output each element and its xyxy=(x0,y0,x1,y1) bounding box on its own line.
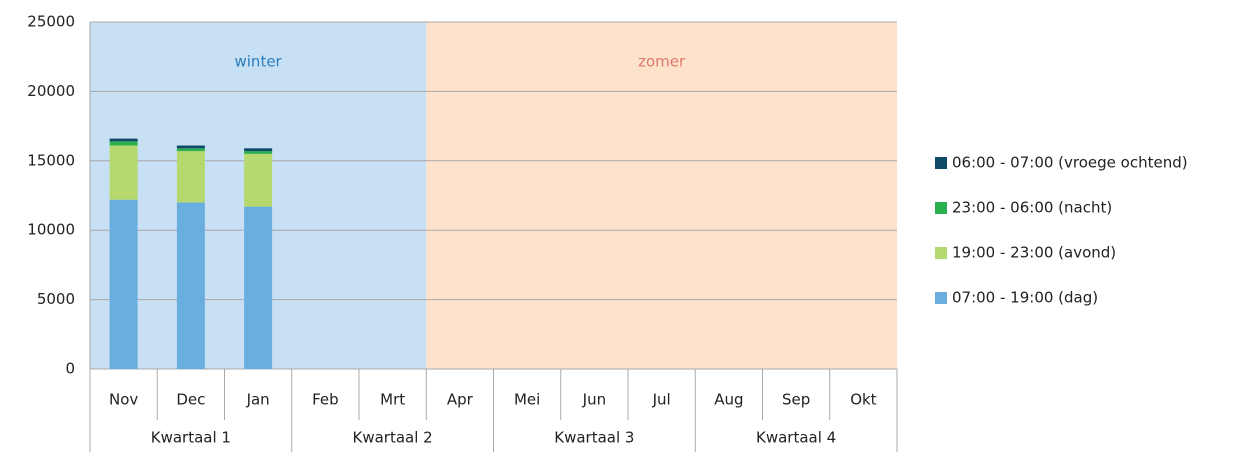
y-tick-label: 10000 xyxy=(27,221,75,239)
legend-label: 06:00 - 07:00 (vroege ochtend) xyxy=(952,154,1188,172)
group-label: Kwartaal 2 xyxy=(353,429,433,447)
bar-segment xyxy=(109,141,138,146)
legend-swatch xyxy=(935,202,947,214)
bar-segment xyxy=(176,202,205,369)
x-tick-label: Okt xyxy=(850,391,876,409)
y-tick-label: 20000 xyxy=(27,82,75,100)
bar-segment xyxy=(109,138,138,142)
legend-label: 23:00 - 06:00 (nacht) xyxy=(952,199,1112,217)
x-tick-label: Nov xyxy=(109,391,138,409)
bar-segment xyxy=(176,151,205,203)
x-tick-label: Jan xyxy=(246,391,270,409)
season-band xyxy=(426,22,897,369)
x-tick-label: Mrt xyxy=(380,391,405,409)
y-tick-label: 15000 xyxy=(27,151,75,169)
legend-swatch xyxy=(935,247,947,259)
x-tick-label: Mei xyxy=(514,391,540,409)
group-label: Kwartaal 3 xyxy=(554,429,634,447)
bar-segment xyxy=(109,199,138,369)
x-tick-label: Dec xyxy=(176,391,205,409)
legend-label: 07:00 - 19:00 (dag) xyxy=(952,289,1098,307)
x-tick-label: Apr xyxy=(447,391,474,409)
x-tick-label: Sep xyxy=(782,391,810,409)
y-tick-label: 25000 xyxy=(27,13,75,31)
group-label: Kwartaal 1 xyxy=(151,429,231,447)
legend-label: 19:00 - 23:00 (avond) xyxy=(952,244,1116,262)
group-label: Kwartaal 4 xyxy=(756,429,836,447)
x-tick-label: Aug xyxy=(714,391,743,409)
bar-segment xyxy=(244,148,273,152)
season-label: winter xyxy=(235,53,283,71)
legend-swatch xyxy=(935,157,947,169)
y-tick-label: 0 xyxy=(65,360,75,378)
season-label: zomer xyxy=(638,53,686,71)
bar-segment xyxy=(176,145,205,149)
bar-segment xyxy=(244,153,273,207)
bar-segment xyxy=(109,145,138,200)
x-tick-label: Jul xyxy=(652,391,671,409)
bar-segment xyxy=(176,148,205,152)
legend-swatch xyxy=(935,292,947,304)
x-tick-label: Jun xyxy=(582,391,606,409)
bar-segment xyxy=(244,206,273,369)
x-tick-label: Feb xyxy=(312,391,339,409)
y-tick-label: 5000 xyxy=(37,290,75,308)
bar-segment xyxy=(244,151,273,154)
